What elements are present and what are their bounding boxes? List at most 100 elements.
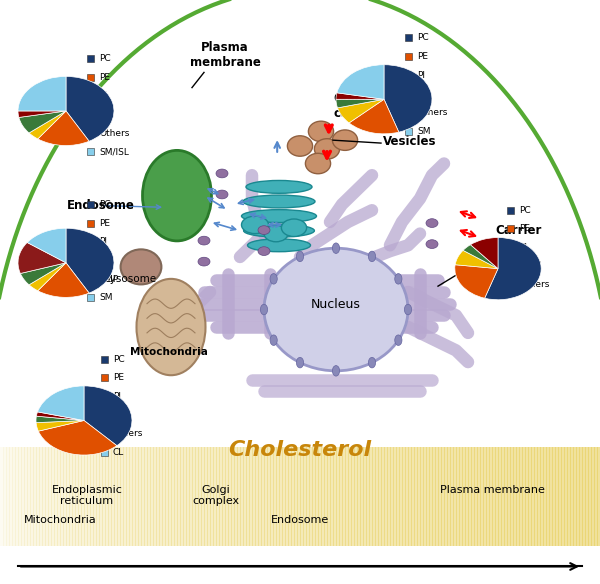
FancyBboxPatch shape	[87, 220, 94, 227]
FancyBboxPatch shape	[405, 128, 412, 135]
FancyBboxPatch shape	[120, 447, 124, 546]
FancyBboxPatch shape	[519, 447, 523, 546]
FancyBboxPatch shape	[390, 447, 394, 546]
FancyBboxPatch shape	[336, 447, 340, 546]
FancyBboxPatch shape	[306, 447, 310, 546]
FancyBboxPatch shape	[60, 447, 64, 546]
FancyBboxPatch shape	[561, 447, 565, 546]
FancyBboxPatch shape	[15, 447, 19, 546]
Ellipse shape	[270, 274, 277, 284]
Text: PS: PS	[113, 411, 124, 420]
FancyBboxPatch shape	[87, 276, 94, 283]
Ellipse shape	[305, 153, 331, 174]
FancyBboxPatch shape	[87, 130, 94, 137]
FancyBboxPatch shape	[507, 263, 514, 270]
FancyBboxPatch shape	[258, 447, 262, 546]
FancyBboxPatch shape	[156, 447, 160, 546]
Wedge shape	[338, 99, 384, 123]
Ellipse shape	[404, 304, 412, 315]
FancyBboxPatch shape	[591, 447, 595, 546]
FancyBboxPatch shape	[531, 447, 535, 546]
Wedge shape	[66, 77, 114, 141]
FancyBboxPatch shape	[300, 447, 304, 546]
Text: PC: PC	[519, 206, 530, 215]
FancyBboxPatch shape	[162, 447, 166, 546]
Ellipse shape	[395, 335, 402, 346]
FancyBboxPatch shape	[315, 447, 319, 546]
FancyBboxPatch shape	[348, 447, 352, 546]
FancyBboxPatch shape	[219, 447, 223, 546]
FancyBboxPatch shape	[81, 447, 85, 546]
Wedge shape	[336, 93, 384, 99]
FancyBboxPatch shape	[111, 447, 115, 546]
Wedge shape	[38, 263, 89, 297]
Ellipse shape	[246, 180, 312, 193]
FancyBboxPatch shape	[585, 447, 589, 546]
FancyBboxPatch shape	[96, 447, 100, 546]
Ellipse shape	[244, 224, 314, 237]
FancyBboxPatch shape	[465, 447, 469, 546]
Wedge shape	[336, 99, 384, 108]
FancyBboxPatch shape	[543, 447, 547, 546]
FancyBboxPatch shape	[21, 447, 25, 546]
FancyBboxPatch shape	[87, 148, 94, 155]
FancyBboxPatch shape	[174, 447, 178, 546]
FancyBboxPatch shape	[555, 447, 559, 546]
FancyBboxPatch shape	[447, 447, 451, 546]
FancyBboxPatch shape	[570, 447, 574, 546]
FancyBboxPatch shape	[459, 447, 463, 546]
FancyBboxPatch shape	[444, 447, 448, 546]
FancyBboxPatch shape	[303, 447, 307, 546]
FancyBboxPatch shape	[87, 111, 94, 118]
FancyBboxPatch shape	[366, 447, 370, 546]
FancyBboxPatch shape	[204, 447, 208, 546]
FancyBboxPatch shape	[579, 447, 583, 546]
Wedge shape	[84, 386, 132, 446]
Text: Mitochondria: Mitochondria	[23, 515, 97, 525]
FancyBboxPatch shape	[33, 447, 37, 546]
FancyBboxPatch shape	[72, 447, 76, 546]
Text: PI: PI	[417, 71, 425, 80]
FancyBboxPatch shape	[282, 447, 286, 546]
FancyBboxPatch shape	[354, 447, 358, 546]
FancyBboxPatch shape	[114, 447, 118, 546]
FancyBboxPatch shape	[405, 447, 409, 546]
Text: Others: Others	[519, 280, 550, 290]
Ellipse shape	[216, 169, 228, 178]
Text: Endoplasmic
reticulum: Endoplasmic reticulum	[459, 258, 542, 286]
FancyBboxPatch shape	[66, 447, 70, 546]
FancyBboxPatch shape	[264, 447, 268, 546]
FancyBboxPatch shape	[582, 447, 586, 546]
FancyBboxPatch shape	[369, 447, 373, 546]
Ellipse shape	[264, 225, 288, 242]
Ellipse shape	[258, 226, 270, 235]
Wedge shape	[27, 228, 66, 263]
Ellipse shape	[368, 357, 376, 368]
Wedge shape	[455, 251, 498, 269]
FancyBboxPatch shape	[45, 447, 49, 546]
Ellipse shape	[198, 258, 210, 266]
FancyBboxPatch shape	[168, 447, 172, 546]
FancyBboxPatch shape	[507, 281, 514, 288]
FancyBboxPatch shape	[249, 447, 253, 546]
FancyBboxPatch shape	[564, 447, 568, 546]
FancyBboxPatch shape	[333, 447, 337, 546]
FancyBboxPatch shape	[489, 447, 493, 546]
Ellipse shape	[426, 240, 438, 249]
FancyBboxPatch shape	[195, 447, 199, 546]
FancyBboxPatch shape	[84, 447, 88, 546]
Text: Endoplasmic
reticulum: Endoplasmic reticulum	[52, 485, 122, 506]
FancyBboxPatch shape	[243, 447, 247, 546]
FancyBboxPatch shape	[51, 447, 55, 546]
Wedge shape	[18, 111, 66, 117]
FancyBboxPatch shape	[471, 447, 475, 546]
FancyBboxPatch shape	[0, 447, 4, 546]
Ellipse shape	[243, 195, 315, 208]
FancyBboxPatch shape	[552, 447, 556, 546]
Wedge shape	[19, 111, 66, 133]
Wedge shape	[29, 263, 66, 291]
FancyBboxPatch shape	[468, 447, 472, 546]
Text: PE: PE	[99, 72, 110, 82]
FancyBboxPatch shape	[189, 447, 193, 546]
Wedge shape	[463, 245, 498, 269]
